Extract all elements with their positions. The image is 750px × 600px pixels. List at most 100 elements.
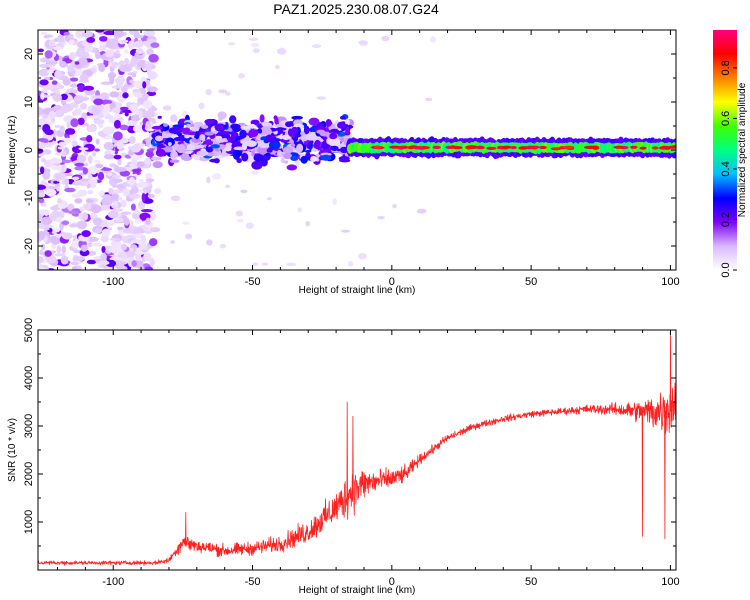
spectrogram-cell	[138, 200, 146, 210]
spectrogram-cell	[147, 193, 155, 199]
spectrogram-cell	[80, 244, 88, 252]
spectrogram-cell	[145, 151, 155, 158]
spectrogram-cell	[147, 86, 158, 93]
snr-x-label: Height of straight line (km)	[299, 585, 416, 596]
spectrogram-cell	[79, 206, 85, 212]
spectrogram-cell	[84, 89, 96, 96]
spectrogram-cell	[230, 132, 237, 142]
spectrogram-cell	[91, 107, 101, 116]
spectrogram-cell	[48, 110, 57, 119]
spectrogram-cell	[94, 163, 104, 169]
spectrogram-cell	[86, 125, 96, 133]
spectrogram-cell	[101, 228, 111, 237]
spectrogram-cell	[148, 211, 157, 221]
spectrogram-cell	[184, 134, 190, 139]
spectrogram-cell	[113, 200, 119, 207]
spectrogram-cell	[61, 220, 70, 225]
spectrogram-cell	[64, 187, 76, 193]
spectrogram-cell	[338, 155, 350, 162]
spectrogram-x-tick-label: -100	[102, 276, 124, 288]
spectrogram-cell	[191, 137, 202, 143]
spectrogram-cell	[120, 243, 128, 251]
spectrogram-cell	[59, 61, 67, 68]
spectrogram-cell	[100, 253, 107, 261]
spectrogram-cell	[130, 144, 141, 153]
spectrogram-cell	[149, 258, 155, 267]
spectrogram-cell	[206, 152, 216, 157]
spectrogram-cell	[329, 132, 338, 140]
spectrogram-cell	[39, 79, 49, 86]
spectrogram-cell	[118, 60, 125, 66]
spectrogram-cell	[71, 240, 79, 249]
spectrogram-cell	[328, 138, 341, 147]
spectrogram-cell	[44, 227, 50, 231]
spectrogram-cell	[58, 141, 67, 147]
spectrogram-cell	[114, 112, 121, 119]
spectrogram-cell	[41, 216, 53, 226]
spectrogram-cell	[74, 198, 83, 204]
spectrogram-cell	[109, 237, 121, 242]
spectrogram-cell	[70, 261, 79, 266]
spectrogram-cell	[142, 81, 147, 89]
spectrogram-cell	[297, 207, 302, 213]
spectrogram-cell	[217, 111, 227, 120]
spectrogram-cell	[357, 252, 367, 260]
spectrogram-cell	[251, 160, 263, 170]
spectrogram-cell	[48, 76, 54, 81]
spectrogram-cell	[156, 145, 166, 149]
spectrogram-cell	[130, 203, 136, 211]
spectrogram-cell	[265, 134, 277, 143]
spectrogram-cell	[99, 35, 108, 42]
spectrogram-cell	[252, 48, 260, 54]
spectrogram-cell	[45, 189, 57, 197]
spectrogram-cell	[77, 189, 88, 197]
spectrogram-cell	[98, 191, 105, 197]
spectrogram-cell	[117, 196, 123, 201]
spectrogram-cell	[131, 168, 142, 173]
spectrogram-cell	[204, 131, 215, 136]
spectrogram-cell	[130, 154, 143, 161]
spectrogram-cell	[128, 40, 135, 50]
spectrogram-cell	[68, 33, 74, 39]
spectrogram-cell	[182, 221, 190, 225]
spectrogram-cell	[115, 49, 120, 55]
snr-y-tick-label: 2000	[23, 462, 35, 486]
spectrogram-cell	[144, 157, 152, 165]
spectrogram-cell	[629, 145, 638, 149]
spectrogram-cell	[144, 266, 153, 270]
spectrogram-cell	[133, 80, 144, 89]
spectrogram-cell	[148, 53, 159, 63]
spectrogram-cell	[83, 85, 95, 91]
spectrogram-cell	[60, 93, 68, 101]
spectrogram-cell	[257, 123, 263, 129]
spectrogram-cell	[413, 146, 424, 150]
spectrogram-cell	[238, 73, 245, 79]
spectrogram-cell	[83, 203, 92, 211]
spectrogram-cell	[265, 152, 271, 156]
spectrogram-cell	[170, 195, 181, 202]
spectrogram-cell	[98, 123, 104, 129]
spectrogram-cell	[69, 102, 78, 108]
spectrogram-cell	[64, 178, 70, 186]
spectrogram-cell	[79, 103, 88, 110]
spectrogram-cell	[219, 243, 227, 249]
spectrogram-cell	[49, 235, 58, 243]
spectrogram-cell	[652, 146, 659, 150]
spectrogram-cell	[280, 157, 285, 164]
spectrogram-cell	[240, 140, 251, 145]
spectrogram-cell	[144, 230, 152, 234]
spectrogram-cell	[218, 89, 228, 94]
spectrogram-cell	[124, 112, 129, 117]
spectrogram-cell	[261, 122, 272, 127]
spectrogram-cell	[57, 34, 65, 43]
spectrogram-cell	[138, 243, 147, 250]
spectrogram-cell	[84, 162, 89, 167]
spectrogram-cell	[176, 144, 186, 154]
spectrogram-cell	[140, 76, 147, 83]
spectrogram-cell	[325, 119, 332, 127]
spectrogram-cell	[296, 143, 304, 153]
spectrogram-cell	[120, 199, 127, 208]
spectrogram-cell	[75, 256, 85, 262]
spectrogram-x-tick-label: 100	[661, 276, 679, 288]
